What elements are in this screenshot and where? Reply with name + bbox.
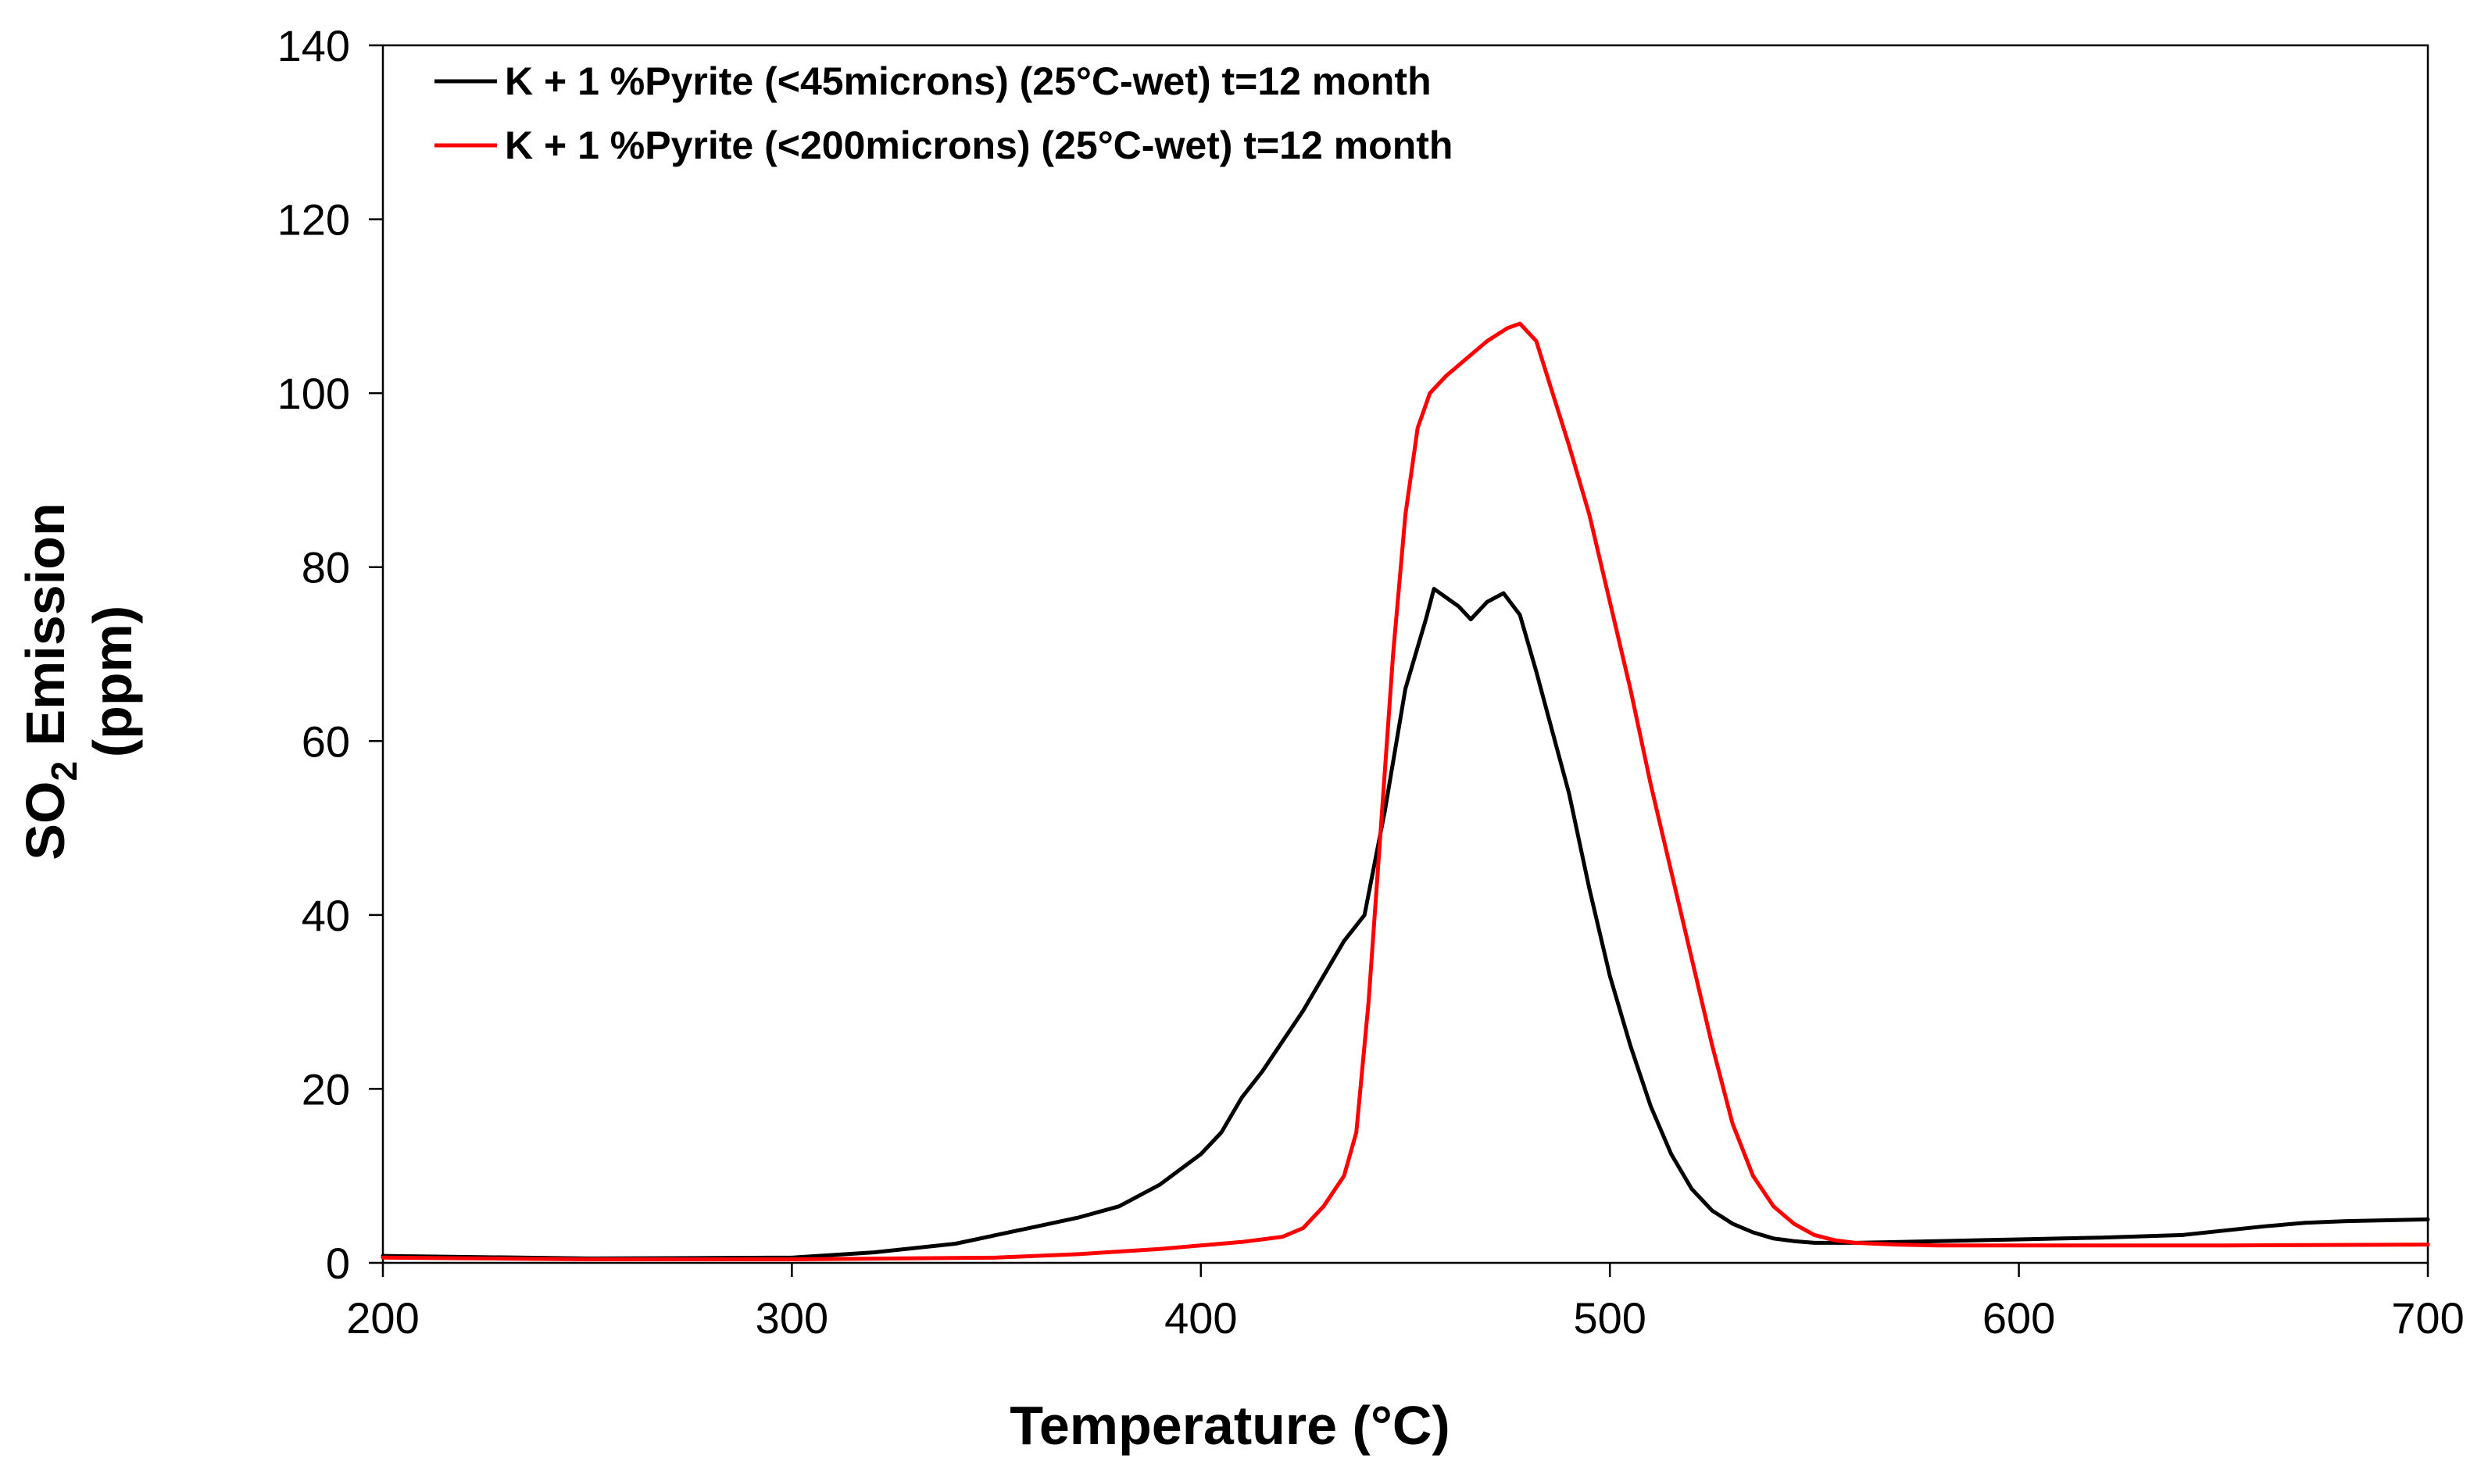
y-tick-label: 140 <box>277 21 350 70</box>
x-tick-label: 700 <box>2391 1293 2464 1343</box>
x-tick-label: 500 <box>1573 1293 1646 1343</box>
y-tick-label: 0 <box>326 1239 350 1288</box>
y-axis-title-suffix: Emission <box>15 502 76 761</box>
y-tick-label: 40 <box>302 891 350 940</box>
ticks-layer: 0 20 40 60 80 100 120 140 200 300 400 500 600 700 <box>277 21 2465 1343</box>
plot-frame <box>381 44 2429 1264</box>
y-tick-label: 100 <box>277 369 350 418</box>
y-axis-title-subscript: 2 <box>44 761 84 781</box>
series-line-1 <box>381 587 2430 1261</box>
y-axis-title-prefix: SO <box>15 781 76 860</box>
series-line-2 <box>381 321 2430 1261</box>
y-tick-label: 120 <box>277 195 350 245</box>
y-tick-label: 80 <box>302 543 350 592</box>
series-layer <box>381 321 2430 1261</box>
x-tick-label: 300 <box>756 1293 828 1343</box>
x-tick-label: 200 <box>346 1293 419 1343</box>
x-tick-label: 600 <box>1982 1293 2055 1343</box>
x-axis-title: Temperature (°C) <box>1010 1395 1450 1456</box>
y-axis-title-line2: (ppm) <box>82 606 143 757</box>
legend-label-1: K + 1 %Pyrite (<45microns) (25°C-wet) t=… <box>505 59 1432 103</box>
legend-label-2: K + 1 %Pyrite (<200microns) (25°C-wet) t… <box>505 123 1453 167</box>
legend: K + 1 %Pyrite (<45microns) (25°C-wet) t=… <box>434 59 1453 167</box>
y-axis-title-line1: SO2 Emission <box>15 502 84 860</box>
y-tick-label: 60 <box>302 717 350 766</box>
x-tick-label: 400 <box>1164 1293 1237 1343</box>
y-tick-label: 20 <box>302 1064 350 1114</box>
